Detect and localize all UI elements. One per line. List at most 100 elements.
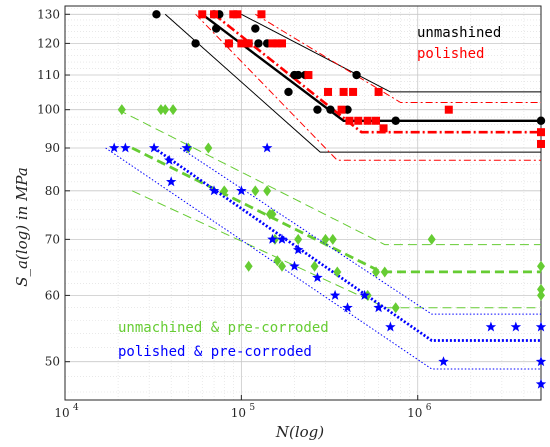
point-diamond [427,233,436,245]
point-square [278,39,287,48]
point-square [537,128,545,137]
y-tick-label: 100 [37,103,60,117]
x-tick-exponent: 4 [73,403,79,413]
point-square [210,10,219,19]
fit-line-series-0-0 [201,13,541,123]
point-diamond [251,185,260,197]
point-square [304,71,313,80]
point-diamond [391,302,400,314]
fit-line-series-3-2 [179,147,541,315]
point-circle [284,87,293,97]
point-star [164,154,175,165]
point-diamond [310,260,319,272]
point-star [148,142,160,153]
point-diamond [244,260,253,272]
point-star [535,378,547,389]
point-square [372,116,381,125]
point-star [438,356,449,367]
fit-line-series-2-1 [117,109,541,246]
point-diamond [537,283,545,295]
y-tick-label: 130 [37,7,60,21]
point-square [374,87,383,96]
point-circle [326,105,335,114]
y-tick-label: 80 [45,184,60,198]
x-tick-label: 10 [54,406,69,420]
point-square [339,87,348,96]
fit-line-series-0-1 [241,13,541,93]
point-star [276,233,288,244]
point-diamond [268,208,277,220]
point-square [244,39,253,48]
y-tick-label: 60 [45,288,60,302]
fit-line-series-1-1 [255,13,541,103]
point-diamond [273,255,282,267]
x-tick-exponent: 5 [249,403,255,413]
point-square [273,39,282,48]
point-circle [352,70,361,80]
point-star [181,142,192,153]
point-square [324,87,333,96]
y-tick-label: 50 [45,355,60,369]
point-square [233,10,242,19]
x-tick-exponent: 6 [426,403,432,413]
point-square [337,105,346,114]
point-diamond [204,142,213,154]
point-circle [391,116,400,125]
fit-line-series-2-2 [131,190,541,309]
grid [64,6,542,400]
point-star [329,289,341,300]
legend-polished-pre-corroded: polished & pre-corroded [118,344,312,360]
point-diamond [278,260,287,272]
y-axis-label: S_a(log) in MPa [13,167,31,287]
point-circle [191,39,200,48]
point-star [289,260,300,271]
point-diamond [169,104,178,116]
legend-unmachined-pre-corroded: unmachined & pre-corroded [118,320,329,336]
point-star [208,185,220,196]
point-star [373,302,384,313]
point-star [535,356,547,367]
x-axis-label: N(log) [275,423,324,441]
point-diamond [380,266,389,278]
point-square [229,10,238,19]
point-square [237,39,246,48]
point-circle [152,10,161,19]
y-tick-label: 90 [45,141,60,155]
point-square [349,87,358,96]
point-diamond [156,104,165,116]
y-tick-label: 120 [37,36,60,50]
point-star [342,302,353,313]
legend-polished: polished [417,46,484,62]
point-diamond [263,185,272,197]
point-square [198,10,207,19]
point-circle [293,70,303,80]
point-square [379,124,388,133]
point-diamond [161,104,170,116]
point-star [120,142,131,153]
point-star [485,321,497,332]
point-star [108,142,120,153]
point-square [363,116,372,125]
point-star [261,142,273,153]
fit-line-series-0-2 [164,13,541,153]
point-star [293,244,304,255]
point-diamond [220,185,229,197]
point-square [444,105,453,114]
point-diamond [372,266,381,278]
point-diamond [117,104,126,116]
point-star [236,185,247,196]
point-circle [254,39,263,48]
point-circle [251,24,260,33]
point-circle [313,105,322,114]
point-square [345,116,354,125]
data-points [108,10,547,389]
point-star [166,176,177,187]
legend-unmashined: unmashined [417,25,501,41]
point-square [537,139,545,148]
x-tick-label: 10 [407,406,422,420]
point-star [267,233,278,244]
y-axis-label-text: S_a(log) in MPa [13,167,31,287]
y-tick-label: 70 [45,232,60,246]
point-star [510,321,522,332]
